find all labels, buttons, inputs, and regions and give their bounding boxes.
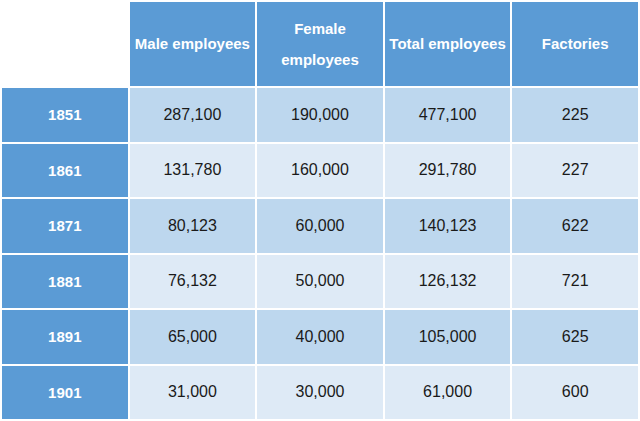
- cell-1891-female: 40,000: [257, 310, 383, 364]
- row-header-1851: 1851: [2, 88, 128, 142]
- cell-1871-total: 140,123: [385, 199, 511, 253]
- row-header-1881: 1881: [2, 255, 128, 309]
- table-row-1881: 1881 76,132 50,000 126,132 721: [2, 255, 638, 309]
- cell-1861-male: 131,780: [130, 144, 256, 198]
- cell-1881-female: 50,000: [257, 255, 383, 309]
- cell-1901-female: 30,000: [257, 366, 383, 420]
- table-row-1851: 1851 287,100 190,000 477,100 225: [2, 88, 638, 142]
- cell-1901-male: 31,000: [130, 366, 256, 420]
- cell-1851-female: 190,000: [257, 88, 383, 142]
- column-header-factories: Factories: [512, 2, 638, 86]
- cell-1871-female: 60,000: [257, 199, 383, 253]
- table-row-1891: 1891 65,000 40,000 105,000 625: [2, 310, 638, 364]
- cell-1861-factories: 227: [512, 144, 638, 198]
- cell-1851-male: 287,100: [130, 88, 256, 142]
- cell-1871-male: 80,123: [130, 199, 256, 253]
- cell-1881-male: 76,132: [130, 255, 256, 309]
- row-header-1901: 1901: [2, 366, 128, 420]
- row-header-1871: 1871: [2, 199, 128, 253]
- cell-1881-factories: 721: [512, 255, 638, 309]
- cell-1871-factories: 622: [512, 199, 638, 253]
- column-header-female-employees: Female employees: [257, 2, 383, 86]
- column-header-male-employees: Male employees: [130, 2, 256, 86]
- row-header-1891: 1891: [2, 310, 128, 364]
- cell-1891-male: 65,000: [130, 310, 256, 364]
- cell-1861-total: 291,780: [385, 144, 511, 198]
- employment-table: Male employees Female employees Total em…: [0, 0, 640, 421]
- cell-1901-total: 61,000: [385, 366, 511, 420]
- row-header-1861: 1861: [2, 144, 128, 198]
- cell-1891-factories: 625: [512, 310, 638, 364]
- corner-cell: [2, 2, 128, 86]
- table-row-1861: 1861 131,780 160,000 291,780 227: [2, 144, 638, 198]
- header-row: Male employees Female employees Total em…: [2, 2, 638, 86]
- cell-1891-total: 105,000: [385, 310, 511, 364]
- cell-1881-total: 126,132: [385, 255, 511, 309]
- cell-1861-female: 160,000: [257, 144, 383, 198]
- cell-1851-total: 477,100: [385, 88, 511, 142]
- cell-1901-factories: 600: [512, 366, 638, 420]
- column-header-total-employees: Total employees: [385, 2, 511, 86]
- table-row-1871: 1871 80,123 60,000 140,123 622: [2, 199, 638, 253]
- cell-1851-factories: 225: [512, 88, 638, 142]
- table-row-1901: 1901 31,000 30,000 61,000 600: [2, 366, 638, 420]
